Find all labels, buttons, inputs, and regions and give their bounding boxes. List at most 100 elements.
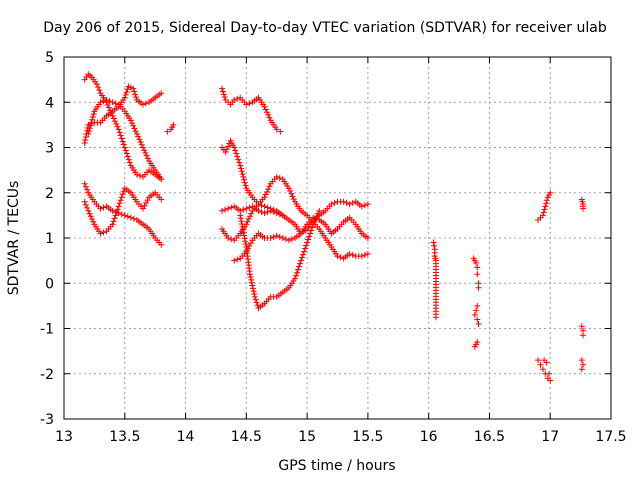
data-point (240, 229, 247, 236)
data-point (285, 185, 292, 192)
data-point (89, 113, 96, 120)
data-point (248, 210, 255, 217)
data-point (121, 94, 128, 101)
data-point (105, 104, 112, 111)
data-point (302, 245, 309, 252)
data-point (243, 205, 250, 212)
data-point (261, 203, 268, 210)
data-point (120, 141, 127, 148)
data-point (250, 285, 257, 292)
data-point (125, 156, 132, 163)
y-tick-label: -3 (40, 412, 54, 428)
data-point (277, 128, 284, 135)
data-point (118, 135, 125, 142)
data-point (261, 103, 268, 110)
data-point (290, 196, 297, 203)
y-tick-label: 3 (45, 141, 54, 157)
y-axis-label: SDTVAR / TECUs (6, 181, 22, 296)
data-point (265, 111, 272, 118)
data-point (219, 207, 226, 214)
data-point (258, 202, 265, 209)
data-point (231, 96, 238, 103)
data-point (246, 271, 253, 278)
data-point (267, 207, 274, 214)
data-point (133, 171, 140, 178)
data-point (262, 191, 269, 198)
data-point (364, 250, 371, 257)
data-point (297, 260, 304, 267)
data-point (228, 236, 235, 243)
data-point (267, 235, 274, 241)
data-point (82, 136, 89, 143)
data-point (110, 115, 117, 122)
data-point (81, 198, 88, 205)
data-point (578, 366, 585, 373)
data-point (238, 221, 245, 228)
data-point (253, 299, 260, 306)
data-point (220, 91, 227, 98)
data-point (235, 156, 242, 163)
data-point (81, 139, 88, 146)
data-point (86, 210, 93, 217)
data-point (117, 132, 124, 139)
data-point (263, 109, 270, 116)
data-point (288, 236, 295, 243)
data-point (276, 233, 283, 240)
data-point (349, 251, 356, 258)
data-point (474, 302, 481, 309)
data-point (475, 284, 482, 291)
data-point (126, 159, 133, 166)
data-point (266, 183, 273, 190)
data-point (113, 120, 120, 127)
data-point (127, 117, 134, 124)
data-point (251, 293, 258, 300)
x-axis-label: GPS time / hours (278, 458, 395, 474)
data-point (158, 176, 165, 183)
data-point (144, 197, 151, 204)
data-point (361, 202, 368, 209)
data-point (337, 254, 344, 261)
data-point (109, 99, 116, 106)
data-point (114, 206, 121, 213)
data-point (143, 100, 150, 107)
data-point (117, 197, 124, 204)
data-point (228, 204, 235, 211)
data-point (340, 198, 347, 205)
data-point (158, 90, 165, 97)
data-point (349, 199, 356, 206)
data-point (236, 159, 243, 166)
data-point (97, 230, 104, 237)
data-point (266, 114, 273, 121)
data-point (135, 133, 142, 140)
data-point (118, 194, 125, 201)
data-point (546, 370, 553, 377)
data-point (84, 204, 91, 211)
data-point (309, 224, 316, 231)
data-point (264, 208, 271, 215)
data-point (279, 235, 286, 241)
data-point (82, 183, 89, 190)
y-tick-label: 4 (45, 95, 54, 111)
data-point (221, 94, 228, 101)
data-point (241, 232, 248, 239)
data-point (307, 230, 314, 237)
data-point (118, 211, 125, 218)
data-point (95, 84, 102, 91)
data-point (261, 194, 268, 201)
data-point (97, 99, 104, 106)
data-point (85, 130, 92, 137)
data-point (141, 147, 148, 154)
data-point (273, 232, 280, 239)
data-point (270, 233, 277, 240)
data-point (240, 226, 247, 233)
data-point (223, 146, 230, 153)
data-point (316, 207, 323, 214)
data-point (239, 171, 246, 178)
data-point (273, 210, 280, 217)
data-point (270, 208, 277, 215)
data-point (578, 357, 585, 364)
data-point (124, 213, 131, 220)
data-point (294, 266, 301, 273)
data-point (144, 155, 151, 162)
